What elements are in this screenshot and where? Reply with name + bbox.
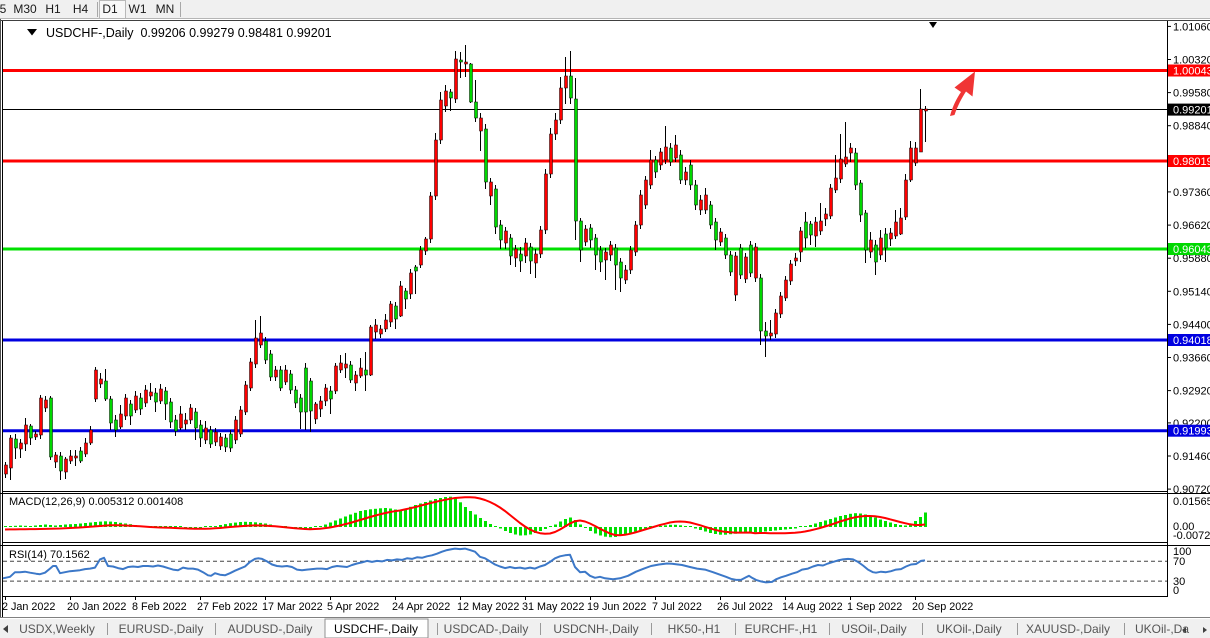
svg-text:USDCAD-,Daily: USDCAD-,Daily — [444, 622, 529, 636]
svg-text:12 May 2022: 12 May 2022 — [457, 601, 519, 613]
svg-text:UKOil-,Daily: UKOil-,Daily — [936, 622, 1001, 636]
svg-text:0.99201: 0.99201 — [1173, 105, 1210, 117]
svg-text:31 May 2022: 31 May 2022 — [522, 601, 584, 613]
svg-text:1 Sep 2022: 1 Sep 2022 — [847, 601, 902, 613]
svg-text:0.015654: 0.015654 — [1173, 496, 1210, 508]
svg-text:26 Jul 2022: 26 Jul 2022 — [717, 601, 773, 613]
svg-text:5: 5 — [0, 2, 7, 16]
svg-text:0.97360: 0.97360 — [1173, 187, 1210, 199]
svg-text:UKOil-,Da: UKOil-,Da — [1135, 622, 1189, 636]
svg-text:HK50-,H1: HK50-,H1 — [668, 622, 721, 636]
svg-text:USOil-,Daily: USOil-,Daily — [841, 622, 906, 636]
svg-text:0.94400: 0.94400 — [1173, 319, 1210, 331]
svg-text:0.91993: 0.91993 — [1173, 426, 1210, 438]
svg-text:0: 0 — [1173, 585, 1179, 597]
svg-text:USDX,Weekly: USDX,Weekly — [19, 622, 95, 636]
svg-text:RSI(14) 70.1562: RSI(14) 70.1562 — [9, 549, 90, 561]
svg-text:30: 30 — [1173, 576, 1185, 588]
svg-text:0.98840: 0.98840 — [1173, 121, 1210, 133]
svg-text:MACD(12,26,9) 0.005312 0.00140: MACD(12,26,9) 0.005312 0.001408 — [9, 496, 183, 508]
svg-text:0.95140: 0.95140 — [1173, 286, 1210, 298]
svg-text:EURUSD-,Daily: EURUSD-,Daily — [119, 622, 204, 636]
svg-text:0.98019: 0.98019 — [1173, 156, 1210, 168]
svg-text:0.92920: 0.92920 — [1173, 386, 1210, 398]
svg-text:5 Apr 2022: 5 Apr 2022 — [327, 601, 379, 613]
svg-text:0.93660: 0.93660 — [1173, 353, 1210, 365]
svg-text:AUDUSD-,Daily: AUDUSD-,Daily — [228, 622, 313, 636]
svg-text:0.94018: 0.94018 — [1173, 335, 1210, 347]
svg-text:0.96043: 0.96043 — [1173, 244, 1210, 256]
svg-text:H1: H1 — [45, 2, 61, 16]
svg-text:20 Jan 2022: 20 Jan 2022 — [67, 601, 126, 613]
svg-text:14 Aug 2022: 14 Aug 2022 — [782, 601, 843, 613]
svg-text:USDCNH-,Daily: USDCNH-,Daily — [553, 622, 638, 636]
svg-text:0.96620: 0.96620 — [1173, 220, 1210, 232]
svg-text:17 Mar 2022: 17 Mar 2022 — [262, 601, 323, 613]
svg-text:19 Jun 2022: 19 Jun 2022 — [587, 601, 646, 613]
svg-text:24 Apr 2022: 24 Apr 2022 — [392, 601, 450, 613]
svg-text:USDCHF-,Daily: USDCHF-,Daily — [334, 622, 418, 636]
svg-text:7 Jul 2022: 7 Jul 2022 — [652, 601, 702, 613]
svg-text:W1: W1 — [129, 2, 147, 16]
svg-text:D1: D1 — [102, 2, 118, 16]
svg-text:8 Feb 2022: 8 Feb 2022 — [132, 601, 187, 613]
svg-text:2 Jan 2022: 2 Jan 2022 — [2, 601, 55, 613]
svg-text:70: 70 — [1173, 556, 1185, 568]
svg-text:1.00043: 1.00043 — [1173, 66, 1210, 78]
svg-text:1.01060: 1.01060 — [1173, 21, 1210, 33]
svg-text:1.00320: 1.00320 — [1173, 55, 1210, 67]
svg-text:H4: H4 — [73, 2, 89, 16]
svg-text:0.99580: 0.99580 — [1173, 88, 1210, 100]
svg-text:20 Sep 2022: 20 Sep 2022 — [912, 601, 973, 613]
svg-text:XAUUSD-,Daily: XAUUSD-,Daily — [1026, 622, 1110, 636]
svg-text:0.91460: 0.91460 — [1173, 451, 1210, 463]
svg-text:0.90720: 0.90720 — [1173, 484, 1210, 496]
svg-text:27 Feb 2022: 27 Feb 2022 — [197, 601, 258, 613]
svg-text:0.00: 0.00 — [1173, 521, 1194, 533]
svg-text:M30: M30 — [13, 2, 37, 16]
svg-text:MN: MN — [156, 2, 175, 16]
svg-text:100: 100 — [1173, 546, 1191, 558]
svg-text:USDCHF-,Daily 0.99206 0.99279: USDCHF-,Daily 0.99206 0.99279 0.98481 0.… — [46, 26, 332, 40]
svg-text:EURCHF-,H1: EURCHF-,H1 — [745, 622, 818, 636]
svg-text:-0.007259: -0.007259 — [1173, 530, 1210, 542]
svg-text:0.95880: 0.95880 — [1173, 253, 1210, 265]
